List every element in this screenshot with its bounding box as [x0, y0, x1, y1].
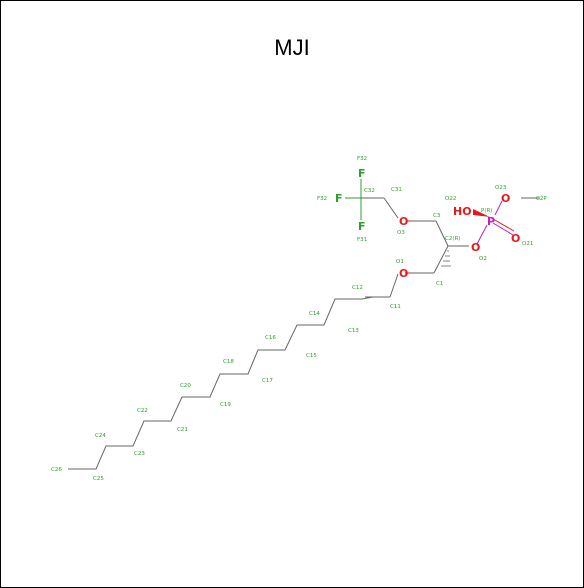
alkyl-chain-bonds — [68, 197, 540, 470]
fluorine-atom: F — [358, 220, 366, 233]
oxygen-atom: O — [399, 267, 408, 280]
atom-label: O22 — [445, 196, 456, 202]
atom-label: C2P — [536, 196, 547, 202]
atom-label: C31 — [391, 187, 402, 193]
wedge-bond — [473, 209, 490, 217]
atom-label: C21 — [177, 427, 188, 433]
oxygen-atom: O — [501, 192, 510, 205]
atom-label: O23 — [495, 185, 507, 191]
hetero-bonds — [345, 179, 515, 274]
atom-label: C3 — [433, 213, 441, 219]
atom-label: F31 — [357, 237, 367, 243]
atom-label: O3 — [397, 230, 405, 236]
atom-label: C12 — [352, 285, 363, 291]
atom-label: O21 — [522, 241, 533, 247]
hashed-bond — [441, 250, 451, 267]
atom-label: C23 — [134, 451, 145, 457]
atom-label: C11 — [390, 304, 401, 310]
atom-labels: F32 F32 C32 C31 F31 O3 C3 O22 P(R) O23 C… — [51, 156, 547, 482]
fluorine-atom: F — [335, 192, 343, 205]
atom-label: C15 — [306, 353, 317, 359]
atom-label: C25 — [93, 476, 104, 482]
atom-label: C18 — [223, 359, 234, 365]
atom-label: C22 — [137, 408, 148, 414]
molecule-title: MJI — [274, 35, 310, 60]
oxygen-atom: O — [511, 232, 520, 245]
atom-label: F32 — [357, 156, 367, 162]
oxygen-atom: O — [399, 215, 408, 228]
atom-label: C1 — [436, 281, 443, 287]
oxygen-atom: O — [471, 241, 480, 254]
atom-label: O1 — [396, 259, 404, 265]
fluorine-atom: F — [358, 167, 366, 180]
atom-label: C17 — [262, 378, 273, 384]
atom-label: C16 — [265, 335, 276, 341]
atom-label: C32 — [364, 188, 375, 194]
atom-label: P(R) — [481, 208, 492, 214]
atom-label: C26 — [51, 467, 62, 473]
atom-label: C24 — [95, 433, 106, 439]
atom-label: C14 — [309, 311, 320, 317]
hydroxyl-group: HO — [453, 205, 472, 218]
atom-label: C20 — [180, 383, 191, 389]
atom-label: F32 — [317, 196, 327, 202]
atom-label: C2(R) — [445, 236, 460, 242]
phosphorus-atom: P — [487, 215, 495, 228]
atom-label: C13 — [348, 328, 359, 334]
atom-label: C19 — [220, 402, 231, 408]
atom-label: O2 — [479, 256, 487, 262]
